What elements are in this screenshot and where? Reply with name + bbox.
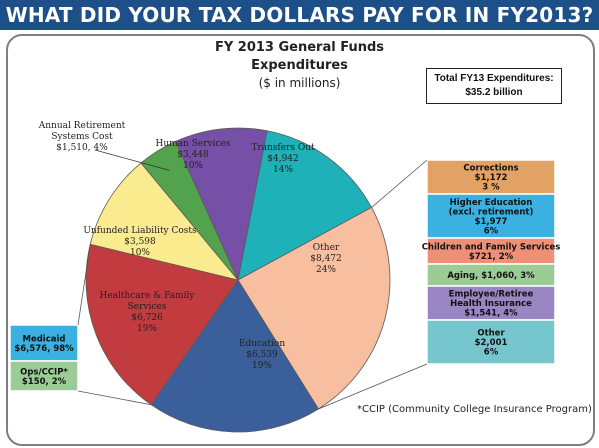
- pie-slice-other: [237, 206, 391, 410]
- slice-label-annual-retirement-systems-cost: Annual Retirement Systems Cost $1,510, 4%: [38, 121, 126, 153]
- other-connector-bottom: [318, 363, 428, 410]
- other-breakdown-label-0: Corrections $1,172 3 %: [463, 164, 518, 193]
- slice-label-education: Education $6,539 19%: [239, 339, 285, 371]
- healthcare-connector-bottom: [77, 390, 152, 406]
- chart-title-line2: Expenditures: [251, 58, 348, 73]
- healthcare-connector-top: [77, 244, 91, 326]
- other-breakdown-box-4: [426, 285, 556, 321]
- slice-label-other: Other $8,472 24%: [310, 243, 342, 275]
- other-breakdown-label-4: Employee/Retiree Health Insurance $1,541, …: [449, 290, 534, 319]
- other-connector-top: [371, 159, 428, 208]
- other-breakdown-label-3: Aging, $1,060, 3%: [447, 271, 535, 281]
- retirement-leader-line: [94, 149, 170, 171]
- pie-slice-education: [150, 279, 319, 433]
- chart-title: FY 2013 General Funds: [214, 40, 385, 55]
- pie-slice-healthcare-family-services: [85, 243, 239, 406]
- other-breakdown-box-1: [426, 193, 556, 239]
- healthcare-breakdown-box-1: [9, 360, 79, 392]
- banner-title: WHAT DID YOUR TAX DOLLARS PAY FOR IN FY2…: [0, 0, 599, 30]
- slice-label-human-services: Human Services $3,448 10%: [156, 139, 231, 171]
- healthcare-breakdown-label-1: Ops/CCIP* $150, 2%: [20, 367, 68, 387]
- pie-slice-human-services: [175, 127, 268, 282]
- other-breakdown-label-2: Children and Family Services $721, 2%: [422, 242, 561, 262]
- total-box-line2: $35.2 billion: [465, 87, 523, 98]
- slice-label-transfers-out: Transfers Out $4,942 14%: [251, 143, 315, 175]
- slice-label-healthcare-family-services: Healthcare & Family Services $6,726 19%: [100, 291, 196, 334]
- total-expenditures-box: Total FY13 Expenditures: $35.2 billion: [426, 68, 562, 104]
- chart-subtitle: ($ in millions): [258, 76, 341, 90]
- slice-label-unfunded-liability-costs: Unfunded Liability Costs $3,598 10%: [83, 226, 197, 258]
- total-box-line1: Total FY13 Expenditures:: [434, 73, 554, 84]
- pie-slice-transfers-out: [237, 130, 373, 281]
- healthcare-breakdown-label-0: Medicaid $6,576, 98%: [14, 334, 74, 354]
- other-breakdown-label-5: Other $2,001 6%: [475, 329, 508, 358]
- other-breakdown-label-1: Higher Education (excl. retirement) $1,977…: [449, 198, 534, 237]
- footnote: *CCIP (Community College Insurance Progr…: [357, 404, 592, 415]
- other-breakdown-box-0: [426, 159, 556, 195]
- pie-slice-unfunded-liability-costs: [89, 162, 240, 281]
- other-breakdown-box-5: [426, 319, 556, 365]
- healthcare-breakdown-box-0: [9, 324, 79, 362]
